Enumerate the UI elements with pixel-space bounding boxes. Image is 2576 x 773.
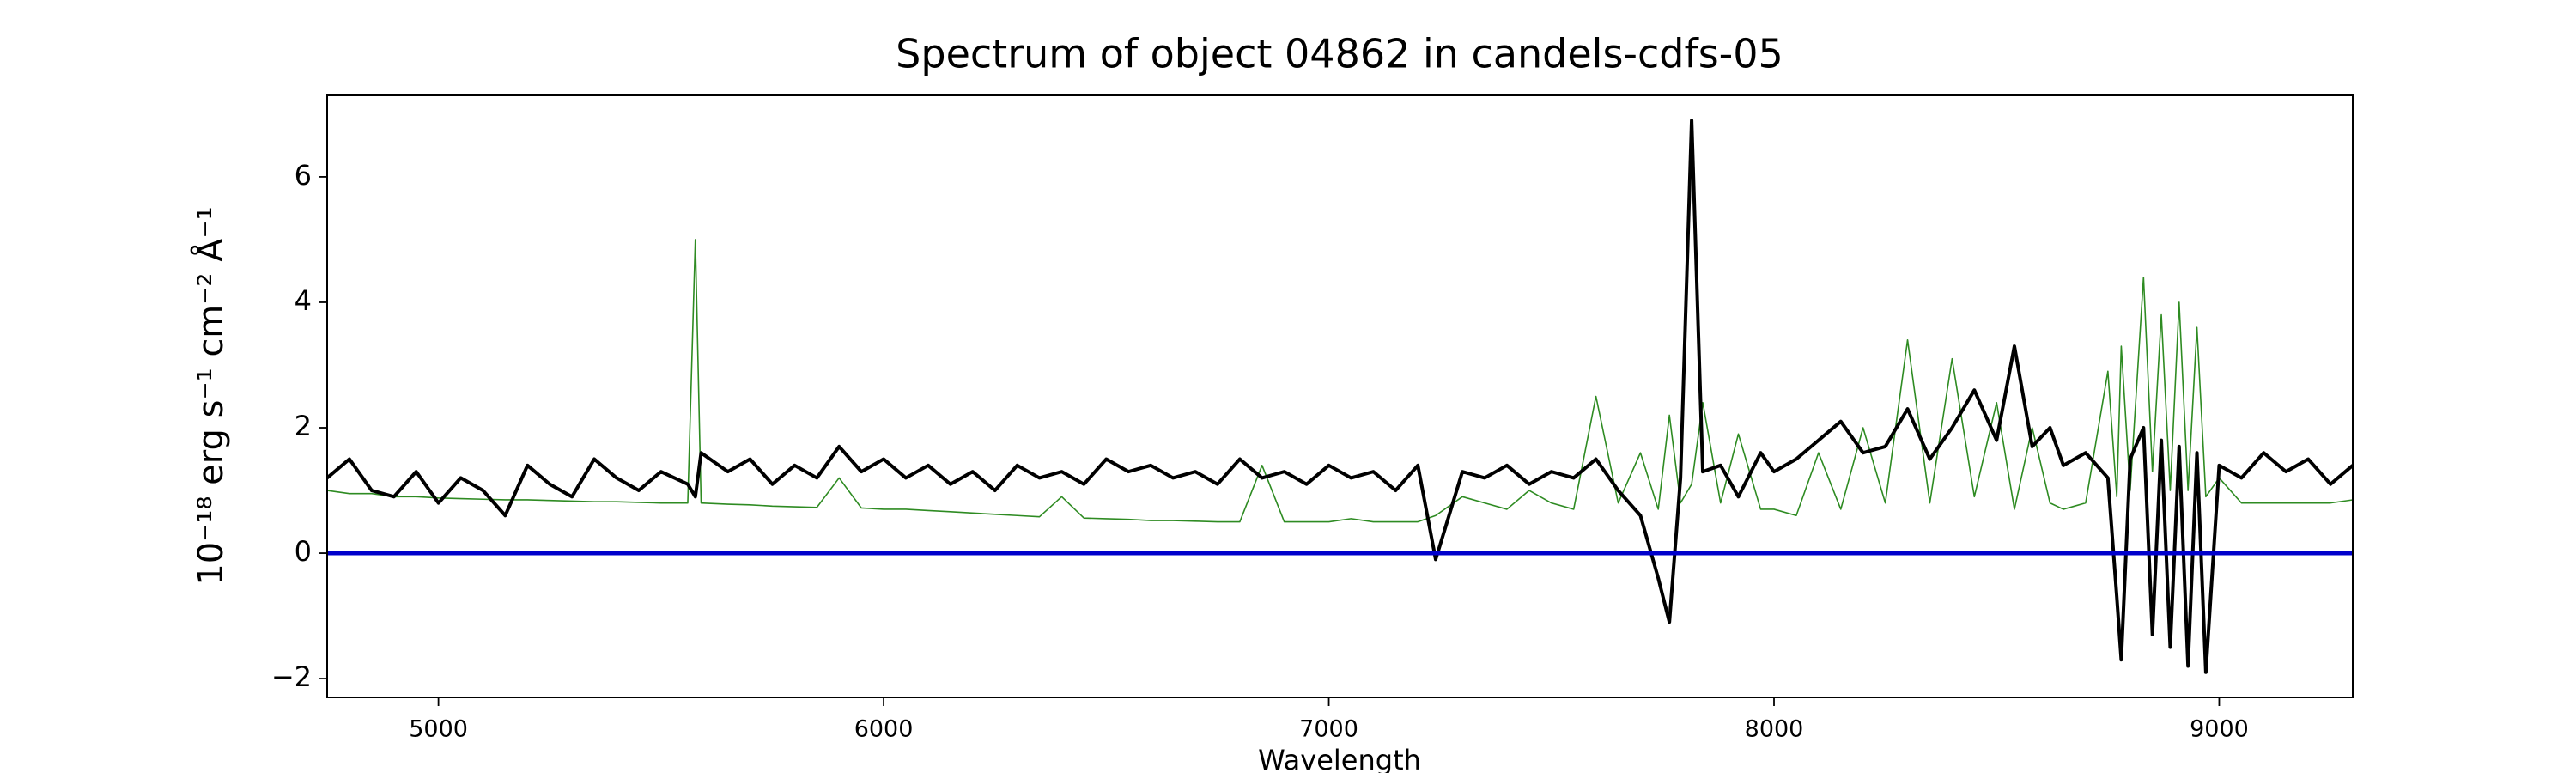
y-tick-label: 2 [295,410,312,442]
chart-title: Spectrum of object 04862 in candels-cdfs… [896,31,1783,77]
x-tick-label: 9000 [2190,716,2249,743]
spectrum-line [327,119,2353,674]
x-axis-label: Wavelength [1258,744,1421,773]
y-tick-label: 0 [295,535,312,568]
y-tick-label: −2 [271,660,312,693]
y-tick-label: 6 [295,159,312,192]
y-tick-label: 4 [295,284,312,317]
x-tick-label: 6000 [854,716,914,743]
x-tick-label: 7000 [1299,716,1358,743]
spectrum-line [327,239,2353,523]
plot-frame [326,94,2354,698]
x-tick-label: 8000 [1745,716,1804,743]
y-axis-label: 10⁻¹⁸ erg s⁻¹ cm⁻² Å⁻¹ [190,206,231,585]
x-tick-label: 5000 [409,716,468,743]
